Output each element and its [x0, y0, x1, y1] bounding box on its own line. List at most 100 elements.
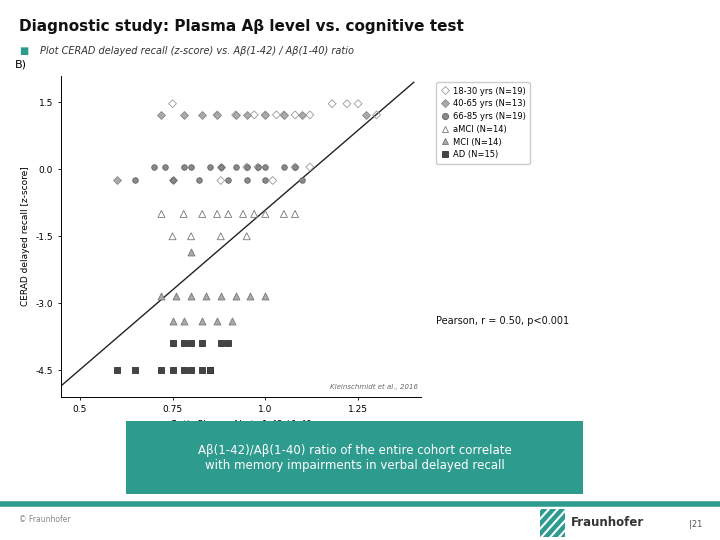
Point	[304, 111, 315, 119]
Point	[156, 210, 167, 218]
Point	[211, 111, 222, 119]
Point	[197, 366, 208, 374]
Point	[230, 111, 241, 119]
Point	[278, 111, 289, 119]
Point	[241, 111, 253, 119]
Point	[185, 247, 197, 256]
Text: Pearson, r = 0.50, p<0.001: Pearson, r = 0.50, p<0.001	[436, 316, 569, 326]
Point	[167, 339, 179, 348]
Text: |21: |21	[688, 521, 702, 529]
Point	[289, 111, 301, 119]
Point	[278, 163, 289, 171]
Point	[260, 111, 271, 119]
Point	[178, 317, 189, 326]
Point	[178, 111, 189, 119]
Text: Aβ(1-42)/Aβ(1-40) ratio of the entire cohort correlate
with memory impairments i: Aβ(1-42)/Aβ(1-40) ratio of the entire co…	[198, 444, 511, 471]
Point	[260, 163, 271, 171]
Text: Diagnostic study: Plasma Aβ level vs. cognitive test: Diagnostic study: Plasma Aβ level vs. co…	[19, 19, 464, 34]
Point	[271, 111, 282, 119]
Point	[230, 111, 241, 119]
Point	[185, 339, 197, 348]
Point	[171, 292, 182, 301]
Point	[248, 210, 260, 218]
Point	[226, 317, 238, 326]
Point	[215, 339, 227, 348]
Point	[215, 163, 227, 171]
Point	[371, 111, 382, 119]
Y-axis label: CERAD delayed recall [z-score]: CERAD delayed recall [z-score]	[21, 166, 30, 306]
Point	[222, 339, 234, 348]
Point	[215, 163, 227, 171]
Point	[178, 366, 189, 374]
Point	[352, 99, 364, 108]
Point	[167, 176, 179, 185]
Point	[197, 339, 208, 348]
Point	[200, 292, 212, 301]
Point	[297, 176, 308, 185]
Point	[156, 366, 167, 374]
Point	[230, 163, 241, 171]
Point	[130, 366, 141, 374]
Point	[156, 292, 167, 301]
Point	[185, 292, 197, 301]
Point	[211, 111, 222, 119]
Point	[230, 292, 241, 301]
Point	[167, 366, 179, 374]
Point	[260, 176, 271, 185]
Point	[252, 163, 264, 171]
Point	[167, 176, 179, 185]
Text: Fraunhofer: Fraunhofer	[571, 516, 644, 529]
Point	[238, 210, 249, 218]
Point	[241, 232, 253, 241]
Point	[360, 111, 372, 119]
Point	[185, 232, 197, 241]
Point	[245, 292, 256, 301]
Point	[248, 111, 260, 119]
Point	[260, 292, 271, 301]
Point	[111, 176, 122, 185]
Point	[178, 339, 189, 348]
Point	[222, 176, 234, 185]
Point	[341, 99, 353, 108]
Point	[215, 232, 227, 241]
Point	[326, 99, 338, 108]
Point	[178, 163, 189, 171]
Point	[267, 176, 279, 185]
Point	[159, 163, 171, 171]
Point	[204, 366, 215, 374]
Text: Plot CERAD delayed recall (z-score) vs. Aβ(1-42) / Aβ(1-40) ratio: Plot CERAD delayed recall (z-score) vs. …	[40, 46, 354, 56]
Point	[278, 210, 289, 218]
Point	[111, 366, 122, 374]
Point	[241, 176, 253, 185]
Point	[197, 317, 208, 326]
Point	[241, 163, 253, 171]
Point	[289, 163, 301, 171]
Point	[193, 176, 204, 185]
Point	[297, 111, 308, 119]
Point	[260, 111, 271, 119]
Point	[178, 210, 189, 218]
Point	[197, 210, 208, 218]
Point	[167, 99, 179, 108]
Point	[241, 163, 253, 171]
Point	[156, 111, 167, 119]
Point	[211, 317, 222, 326]
Text: ■: ■	[19, 46, 29, 56]
Point	[252, 163, 264, 171]
Point	[204, 163, 215, 171]
Text: B): B)	[14, 59, 27, 69]
Point	[197, 111, 208, 119]
Point	[130, 176, 141, 185]
Point	[204, 366, 215, 374]
Point	[148, 163, 160, 171]
Point	[167, 317, 179, 326]
Point	[185, 163, 197, 171]
Text: © Fraunhofer: © Fraunhofer	[19, 515, 71, 524]
X-axis label: Ratio Plasma Abeta 1-42 / 1-40: Ratio Plasma Abeta 1-42 / 1-40	[171, 420, 311, 429]
Point	[289, 163, 301, 171]
Point	[185, 366, 197, 374]
Point	[211, 210, 222, 218]
Point	[167, 232, 179, 241]
Text: Kleinschmidt et al., 2016: Kleinschmidt et al., 2016	[330, 384, 418, 390]
Point	[215, 176, 227, 185]
